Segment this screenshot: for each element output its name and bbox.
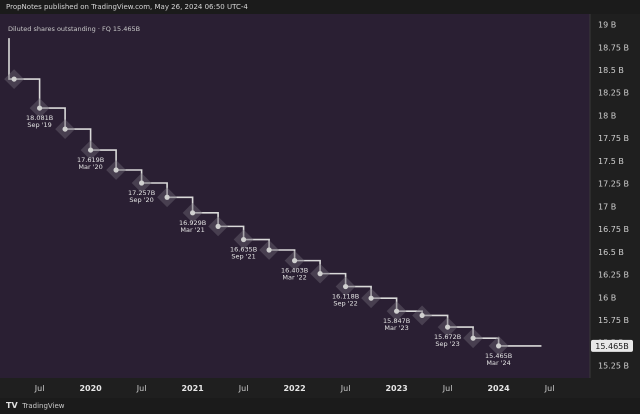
data-date-label: Mar '23 [384,324,408,332]
data-date-label: Mar '20 [78,163,102,171]
x-axis-panel [0,378,640,398]
data-marker[interactable] [343,283,349,290]
y-tick-label: 16.25 B [598,271,629,280]
y-tick-label: 18 B [598,111,616,120]
x-tick-label: Jul [238,384,249,393]
data-value-label: 17.619B [77,156,104,164]
data-date-label: Sep '23 [435,340,459,348]
data-marker[interactable] [445,324,451,330]
data-marker[interactable] [139,180,145,186]
data-value-label: 16.118B [332,293,359,301]
chart[interactable]: Diluted shares outstanding · FQ 15.465B … [0,0,640,398]
data-marker[interactable] [11,76,17,82]
footer-bar: TV TradingView [0,398,640,414]
data-markers [4,69,509,356]
x-axis-ticks: Jul 2020 Jul 2021 Jul 2022 Jul 2023 Jul 2024 Jul [34,384,555,393]
data-date-label: Sep '19 [27,121,51,129]
y-axis-panel [590,14,640,378]
data-marker[interactable] [368,295,374,301]
data-marker[interactable] [496,343,502,349]
data-marker[interactable] [394,308,400,314]
y-tick-label: 15.75 B [598,316,629,325]
x-tick-label: 2022 [283,384,305,393]
publisher-bar: PropNotes published on TradingView.com, … [0,0,640,14]
y-tick-label: 16.75 B [598,225,629,234]
data-date-label: Mar '21 [180,226,204,234]
y-tick-label: 18.5 B [598,66,624,75]
x-tick-label: 2020 [79,384,102,393]
x-tick-label: 2023 [385,384,407,393]
y-tick-label: 17.75 B [598,134,629,143]
data-marker[interactable] [241,236,247,243]
series-line [8,38,542,347]
x-tick-label: Jul [136,384,147,393]
y-tick-label: 15.25 B [598,361,629,370]
svg-text:15.465B: 15.465B [595,342,628,351]
data-marker[interactable] [266,247,272,253]
tradingview-logo-icon: TV [6,401,18,410]
data-date-label: Sep '22 [333,300,357,308]
footer-brand[interactable]: TradingView [22,402,65,410]
x-tick-label: Jul [442,384,453,393]
data-value-label: 18.081B [26,114,53,122]
x-tick-label: Jul [544,384,555,393]
x-tick-label: Jul [34,384,45,393]
x-tick-label: 2021 [181,384,204,393]
data-marker[interactable] [215,223,221,229]
data-marker[interactable] [88,147,94,153]
data-marker[interactable] [164,194,170,200]
data-marker[interactable] [62,126,68,132]
data-marker[interactable] [317,271,323,277]
data-marker[interactable] [190,210,196,216]
data-value-label: 16.403B [281,267,308,275]
data-marker[interactable] [470,335,476,341]
data-marker[interactable] [37,105,43,111]
data-value-label: 16.635B [230,246,257,254]
y-tick-label: 18.25 B [598,89,629,98]
x-tick-label: Jul [340,384,351,393]
x-tick-label: 2024 [487,384,510,393]
data-marker[interactable] [419,312,425,319]
data-date-label: Mar '24 [486,359,510,367]
data-marker[interactable] [292,258,298,264]
y-tick-label: 17.5 B [598,157,624,166]
data-value-label: 15.847B [383,317,410,325]
chart-legend: Diluted shares outstanding · FQ 15.465B [8,25,140,33]
data-value-label: 16.929B [179,219,206,227]
data-date-label: Sep '20 [129,196,153,204]
y-tick-label: 17 B [598,202,616,211]
y-tick-label: 18.75 B [598,43,629,52]
data-value-label: 17.257B [128,189,155,197]
data-date-label: Mar '22 [282,274,306,282]
data-value-label: 15.465B [485,352,512,360]
data-value-label: 15.672B [434,333,461,341]
data-marker[interactable] [113,167,119,173]
data-date-label: Sep '21 [231,253,255,261]
y-tick-label: 19 B [598,21,616,30]
plot-area [0,14,590,378]
y-tick-label: 16.5 B [598,248,624,257]
y-tick-label: 16 B [598,293,616,302]
y-tick-label: 17.25 B [598,180,629,189]
last-value-badge: 15.465B [591,339,633,352]
